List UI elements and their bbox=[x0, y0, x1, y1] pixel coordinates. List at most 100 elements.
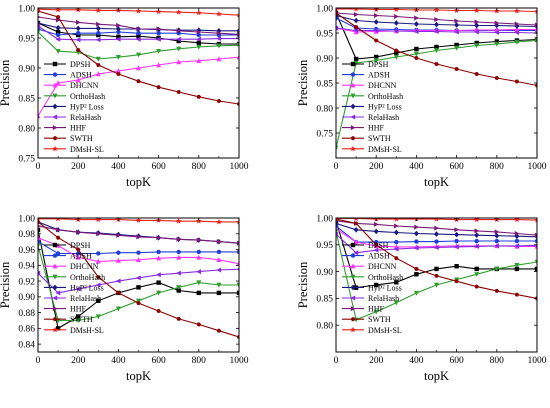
data-point bbox=[196, 254, 202, 260]
y-tick-label: 0.88 bbox=[18, 309, 35, 319]
y-tick-label: 0.95 bbox=[18, 34, 35, 44]
legend-label: DPSH bbox=[70, 60, 91, 69]
data-point bbox=[393, 246, 399, 252]
data-point bbox=[156, 235, 162, 241]
x-tick-label: 800 bbox=[490, 162, 505, 172]
data-point bbox=[156, 31, 161, 36]
data-point bbox=[95, 282, 101, 288]
y-tick-label: 0.95 bbox=[316, 29, 333, 39]
data-point bbox=[38, 113, 41, 119]
data-point bbox=[196, 322, 201, 327]
data-point bbox=[494, 266, 500, 272]
legend-marker bbox=[350, 317, 356, 322]
y-tick-label: 0.75 bbox=[316, 129, 333, 139]
series-HHF bbox=[38, 224, 239, 246]
data-point bbox=[336, 145, 339, 151]
legend-marker bbox=[52, 295, 58, 301]
data-point bbox=[136, 298, 141, 304]
legend-label: OrthoHash bbox=[368, 92, 403, 101]
data-point bbox=[236, 218, 239, 225]
legend-label: SWTH bbox=[70, 315, 93, 324]
x-tick-label: 400 bbox=[111, 356, 126, 366]
data-point bbox=[353, 8, 359, 12]
data-point bbox=[336, 218, 339, 221]
y-tick-label: 1.00 bbox=[18, 4, 35, 14]
data-point bbox=[55, 32, 61, 38]
legend-marker bbox=[350, 242, 356, 248]
data-point bbox=[353, 56, 359, 62]
data-point bbox=[196, 280, 202, 286]
data-point bbox=[195, 9, 202, 16]
data-point bbox=[414, 239, 419, 244]
data-point bbox=[474, 72, 479, 76]
data-point bbox=[474, 232, 480, 238]
data-point bbox=[96, 63, 101, 67]
data-point bbox=[374, 54, 379, 60]
legend-marker bbox=[52, 253, 58, 258]
data-point bbox=[236, 28, 239, 34]
series-OrthoHash bbox=[336, 229, 537, 323]
data-point bbox=[514, 79, 520, 84]
data-point bbox=[176, 285, 182, 291]
legend-label: HHF bbox=[70, 305, 87, 314]
data-point bbox=[176, 90, 181, 94]
data-point bbox=[494, 243, 499, 249]
data-point bbox=[353, 28, 359, 33]
data-point bbox=[95, 258, 101, 264]
data-point bbox=[393, 28, 399, 34]
data-point bbox=[76, 247, 81, 252]
data-point bbox=[38, 15, 41, 19]
data-point bbox=[514, 8, 520, 14]
data-point bbox=[494, 238, 499, 244]
data-point bbox=[474, 284, 479, 289]
legend-marker bbox=[52, 145, 58, 152]
y-tick-label: 0.98 bbox=[18, 230, 35, 240]
legend-label: HyP² Loss bbox=[368, 283, 402, 292]
x-tick-label: 1000 bbox=[230, 162, 249, 172]
y-tick-label: 0.90 bbox=[18, 64, 35, 74]
data-point bbox=[216, 218, 222, 225]
data-point bbox=[473, 8, 480, 13]
data-point bbox=[196, 94, 201, 99]
legend-marker bbox=[350, 145, 356, 152]
data-point bbox=[76, 19, 81, 25]
data-point bbox=[353, 12, 359, 17]
data-point bbox=[216, 249, 222, 255]
x-tick-label: 800 bbox=[490, 356, 505, 366]
x-tick-label: 0 bbox=[36, 356, 41, 366]
data-point bbox=[38, 218, 41, 222]
y-tick-label: 0.85 bbox=[316, 79, 333, 89]
legend-label: HyP² Loss bbox=[70, 283, 104, 292]
data-point bbox=[374, 242, 379, 247]
data-point bbox=[474, 243, 479, 249]
data-point bbox=[115, 278, 121, 284]
data-point bbox=[135, 218, 142, 223]
y-tick-label: 1.00 bbox=[316, 214, 333, 224]
data-point bbox=[236, 43, 239, 48]
legend-label: HyP² Loss bbox=[70, 102, 104, 111]
data-point bbox=[454, 18, 460, 24]
data-point bbox=[75, 254, 81, 260]
data-point bbox=[135, 36, 141, 42]
data-point bbox=[336, 8, 339, 12]
chart-panel-3: 0 200 400 600 800 1000 0.84 0.86 0.88 0.90 0.92 0.9… bbox=[0, 214, 249, 383]
data-point bbox=[474, 238, 479, 244]
legend-marker bbox=[350, 274, 356, 280]
data-point bbox=[434, 21, 439, 28]
data-point bbox=[494, 20, 500, 26]
data-point bbox=[196, 40, 201, 45]
chart-panel-2: 0 200 400 600 800 1000 0.75 0.80 0.85 0.90 0.95 1.0… bbox=[296, 4, 547, 189]
legend-label: HHF bbox=[70, 124, 87, 133]
data-point bbox=[393, 8, 400, 12]
data-point bbox=[176, 249, 181, 255]
data-point bbox=[374, 38, 379, 43]
data-point bbox=[373, 228, 379, 235]
x-tick-label: 0 bbox=[334, 356, 339, 366]
data-point bbox=[413, 51, 419, 57]
data-point bbox=[115, 36, 121, 42]
data-point bbox=[75, 77, 81, 83]
legend-marker bbox=[52, 326, 58, 333]
data-point bbox=[534, 266, 537, 272]
